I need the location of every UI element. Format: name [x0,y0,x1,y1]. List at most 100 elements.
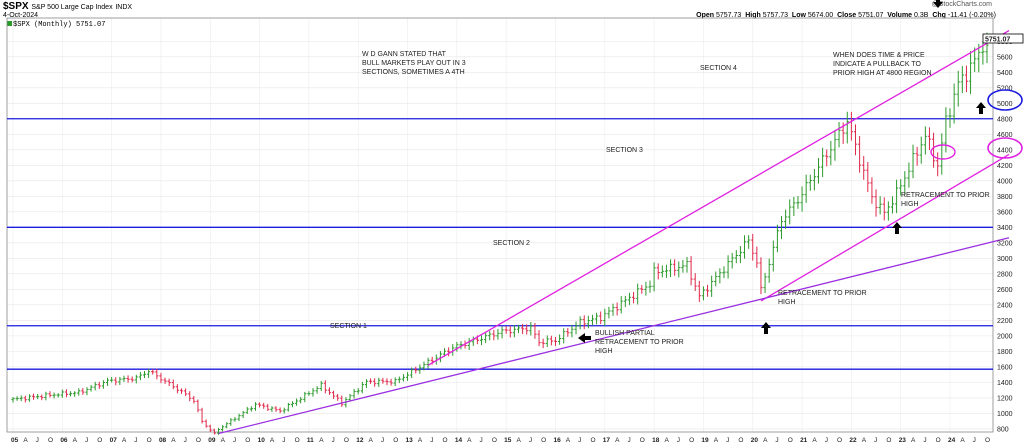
ohlc-bar [282,407,286,414]
ohlc-bar [968,51,973,95]
ohlc-bar [586,315,590,329]
bullish-line-3: HIGH [595,348,613,355]
high-value: 5757.73 [762,12,789,19]
ohlc-bar [262,402,266,409]
y-tick-label: 4400 [997,147,1013,154]
ohlc-bar [940,133,944,175]
ohlc-bar [81,388,85,395]
ohlc-bar [447,347,451,357]
ohlc-bar [118,376,122,385]
x-tick-quarter: J [381,437,384,444]
x-tick-quarter: J [480,437,483,444]
ohlc-bar [529,321,533,336]
x-tick-year: 15 [504,437,512,444]
y-tick-label: 2800 [997,271,1013,278]
ohlc-bar [656,263,660,280]
pullback-line-2: INDICATE A PULLBACK TO [833,61,921,68]
ohlc-bar [405,372,410,381]
x-tick-quarter: J [923,437,926,444]
x-tick-year: 22 [849,437,857,444]
ohlc-bar [738,246,743,264]
x-tick-year: 21 [800,437,808,444]
ohlc-bar [360,381,364,394]
ohlc-bar [126,375,130,383]
trendlines [218,30,1010,435]
x-tick-quarter: O [936,437,941,444]
x-tick-year: 18 [652,437,660,444]
ohlc-bar [521,323,525,335]
ohlc-bar [599,311,603,325]
ohlc-bar [294,398,299,406]
ohlc-bar [927,127,932,151]
ohlc-bar [319,380,323,392]
ohlc-bar [915,146,919,166]
ohlc-bar [290,401,295,408]
pullback-line-1: WHEN DOES TIME & PRICE [833,52,925,59]
x-tick-year: 19 [701,437,709,444]
ohlc-bar [167,378,171,387]
x-tick-quarter: A [763,437,768,444]
plot-frame [6,17,994,433]
ohlc-bar [110,376,114,383]
last-price-value: 5751.07 [985,37,1010,44]
ohlc-bar [101,380,106,389]
ohlc-bar [615,302,619,316]
ohlc-bar [697,280,701,302]
label-section-1: SECTION 1 [330,323,367,330]
ohlc-bar [488,330,492,341]
ohlc-bar [508,325,512,338]
ohlc-bar [870,177,874,204]
trendline [218,237,1010,435]
y-tick-label: 5600 [997,54,1013,61]
gann-line-1: W D GANN STATED THAT [362,51,447,58]
x-tick-year: 12 [356,437,364,444]
ohlc-bar [389,378,393,386]
y-tick-label: 3600 [997,209,1013,216]
y-tick-label: 1400 [997,380,1013,387]
ohlc-bar [755,246,759,268]
ohlc-bar [192,396,196,404]
ohlc-bar [710,275,714,297]
ohlc-bar [142,370,147,378]
ohlc-bar [845,111,849,144]
ohlc-bar [730,252,734,269]
ohlc-bar [952,83,956,124]
ohlc-bar [200,407,204,424]
ohlc-bar [821,147,825,178]
retr2022-line-2: HIGH [901,201,919,208]
y-tick-label: 2400 [997,302,1013,309]
ohlc-bar [36,394,40,400]
x-tick-quarter: O [492,437,497,444]
ohlc-bar [775,224,780,253]
ohlc-bar [693,273,697,291]
ohlc-bar [60,389,64,398]
ohlc-bar [303,391,307,403]
x-tick-quarter: O [738,437,743,444]
ohlc-bar [771,240,775,272]
ohlc-bar [705,284,710,297]
ohlc-bar [516,324,521,334]
ohlc-bar [890,196,895,214]
ohlc-bar [500,326,504,339]
ohlc-bar [849,111,853,141]
ohlc-bar [714,271,718,287]
ohlc-readout: Open 5757.73 High 5757.73 Low 5674.00 Cl… [696,12,996,19]
ohlc-bar [147,368,151,378]
y-tick-label: 1800 [997,349,1013,356]
ohlc-bar [85,387,89,396]
ohlc-bar [594,312,599,325]
arrow-down-icon [933,0,943,8]
low-label: Low [791,12,806,19]
y-tick-label: 1200 [997,395,1013,402]
ohlc-bar [410,367,414,379]
ohlc-bar [525,324,529,335]
ohlc-bar [68,391,73,397]
ohlc-bar [796,196,800,209]
ohlc-bar [911,144,915,179]
y-tick-label: 5200 [997,85,1013,92]
x-tick-quarter: A [23,437,28,444]
ohlc-bar [664,264,669,278]
ohlc-bar [270,406,274,412]
ohlc-bar [837,122,841,148]
x-tick-quarter: J [825,437,828,444]
